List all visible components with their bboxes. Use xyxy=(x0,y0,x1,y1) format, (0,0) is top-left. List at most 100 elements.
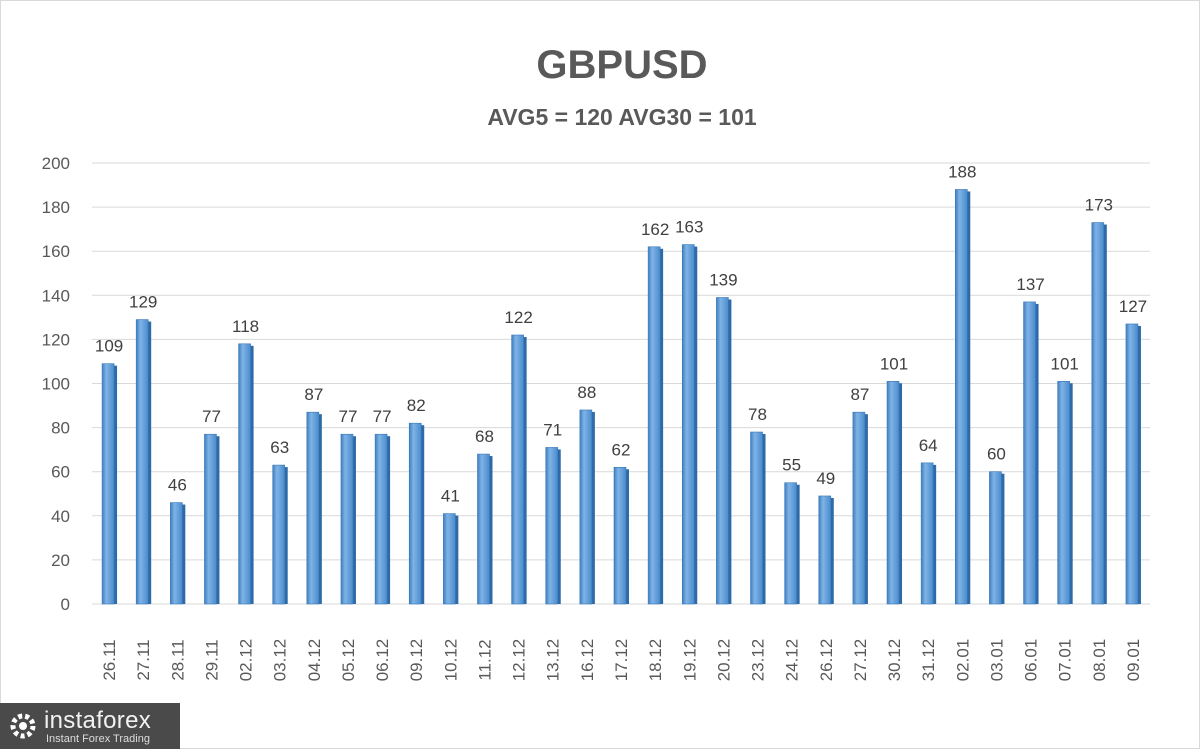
bar xyxy=(238,343,251,605)
y-tick-label: 200 xyxy=(42,154,70,173)
x-tick-label: 27.12 xyxy=(851,639,870,682)
bar xyxy=(272,464,286,605)
bar xyxy=(989,471,1002,605)
x-tick-label: 23.12 xyxy=(749,639,768,682)
bar xyxy=(204,433,217,605)
data-label: 63 xyxy=(270,438,289,457)
data-label: 68 xyxy=(475,427,494,446)
bar-side xyxy=(863,414,868,604)
x-tick-label: 29.11 xyxy=(202,639,221,680)
bar xyxy=(511,334,524,605)
y-axis-ticks: 0 20 40 60 80 100 120 140 160 180 200 xyxy=(42,154,70,614)
data-label: 173 xyxy=(1085,196,1113,215)
data-label: 163 xyxy=(675,218,703,237)
x-tick-label: 31.12 xyxy=(919,639,938,682)
data-label: 162 xyxy=(641,220,669,239)
x-tick-label: 24.12 xyxy=(783,639,802,682)
bar xyxy=(306,411,320,605)
bar-side xyxy=(693,246,698,604)
data-label: 137 xyxy=(1016,275,1044,294)
data-label: 55 xyxy=(782,456,801,475)
bar xyxy=(545,447,559,605)
x-tick-label: 26.11 xyxy=(100,639,119,680)
bar-side xyxy=(966,191,971,604)
bar-side xyxy=(522,336,527,604)
bar-side xyxy=(1000,473,1005,604)
chart-subtitle: AVG5 = 120 AVG30 = 101 xyxy=(487,104,757,130)
x-tick-label: 28.11 xyxy=(168,639,187,680)
watermark-brand: instaforex xyxy=(44,707,152,734)
bar xyxy=(1091,222,1105,605)
data-label: 129 xyxy=(129,293,157,312)
data-labels: 109 129 46 77 118 63 87 77 77 82 41 68 122 71 88 62 162 1… xyxy=(95,162,1147,505)
data-label: 82 xyxy=(407,396,426,415)
watermark-tagline: Instant Forex Trading xyxy=(46,733,150,745)
data-label: 77 xyxy=(339,407,358,426)
bars xyxy=(101,189,1141,605)
x-tick-label: 10.12 xyxy=(441,639,460,682)
x-tick-label: 07.01 xyxy=(1056,639,1075,682)
data-label: 71 xyxy=(543,420,562,439)
bar-side xyxy=(625,469,629,604)
x-tick-label: 13.12 xyxy=(544,639,563,682)
bar xyxy=(408,422,422,605)
bar-side xyxy=(1102,224,1107,604)
data-label: 87 xyxy=(850,385,869,404)
x-tick-label: 09.01 xyxy=(1124,639,1143,682)
bar xyxy=(920,462,934,605)
data-label: 64 xyxy=(919,436,938,455)
x-tick-label: 02.01 xyxy=(953,639,972,682)
bar xyxy=(613,466,627,605)
bar-side xyxy=(1136,325,1141,604)
data-label: 77 xyxy=(373,407,392,426)
bar xyxy=(374,433,388,605)
bar-side xyxy=(249,345,254,604)
x-tick-label: 30.12 xyxy=(885,639,904,682)
y-tick-label: 100 xyxy=(42,375,70,394)
bar-side xyxy=(829,497,834,604)
y-tick-label: 40 xyxy=(51,507,70,526)
x-tick-label: 04.12 xyxy=(305,639,324,682)
bar xyxy=(340,433,354,605)
x-tick-label: 09.12 xyxy=(407,639,426,682)
bar-side xyxy=(556,449,561,604)
bar xyxy=(784,482,797,605)
y-tick-label: 20 xyxy=(51,551,70,570)
bar-side xyxy=(761,434,766,604)
gridlines xyxy=(92,162,1150,605)
data-label: 46 xyxy=(168,476,187,495)
bar xyxy=(886,380,900,605)
x-tick-label: 06.12 xyxy=(373,639,392,682)
data-label: 87 xyxy=(304,385,323,404)
x-tick-label: 27.11 xyxy=(134,639,153,680)
bar-side xyxy=(488,456,493,604)
bar-side xyxy=(795,484,800,604)
x-tick-label: 16.12 xyxy=(578,639,597,682)
bar xyxy=(647,246,661,605)
x-tick-label: 17.12 xyxy=(612,639,631,682)
bar-side xyxy=(420,425,425,604)
data-label: 60 xyxy=(987,445,1006,464)
bar-side xyxy=(181,504,186,604)
x-tick-label: 08.01 xyxy=(1090,639,1109,682)
y-tick-label: 120 xyxy=(42,330,70,349)
bar-side xyxy=(454,515,459,604)
bar xyxy=(681,244,695,605)
data-label: 78 xyxy=(748,405,767,424)
data-label: 101 xyxy=(1050,354,1078,373)
x-tick-label: 03.12 xyxy=(271,639,290,682)
bar xyxy=(170,502,183,605)
bar-side xyxy=(727,299,732,604)
bar xyxy=(1057,380,1070,605)
instaforex-watermark: instaforex Instant Forex Trading xyxy=(0,703,180,749)
bar xyxy=(1023,301,1036,605)
x-tick-label: 18.12 xyxy=(646,639,665,682)
x-tick-label: 02.12 xyxy=(237,639,256,682)
y-tick-label: 0 xyxy=(61,595,70,614)
bar xyxy=(477,453,490,605)
data-label: 109 xyxy=(95,337,123,356)
y-tick-label: 140 xyxy=(42,286,70,305)
bar-side xyxy=(1034,303,1039,604)
data-label: 101 xyxy=(880,354,908,373)
